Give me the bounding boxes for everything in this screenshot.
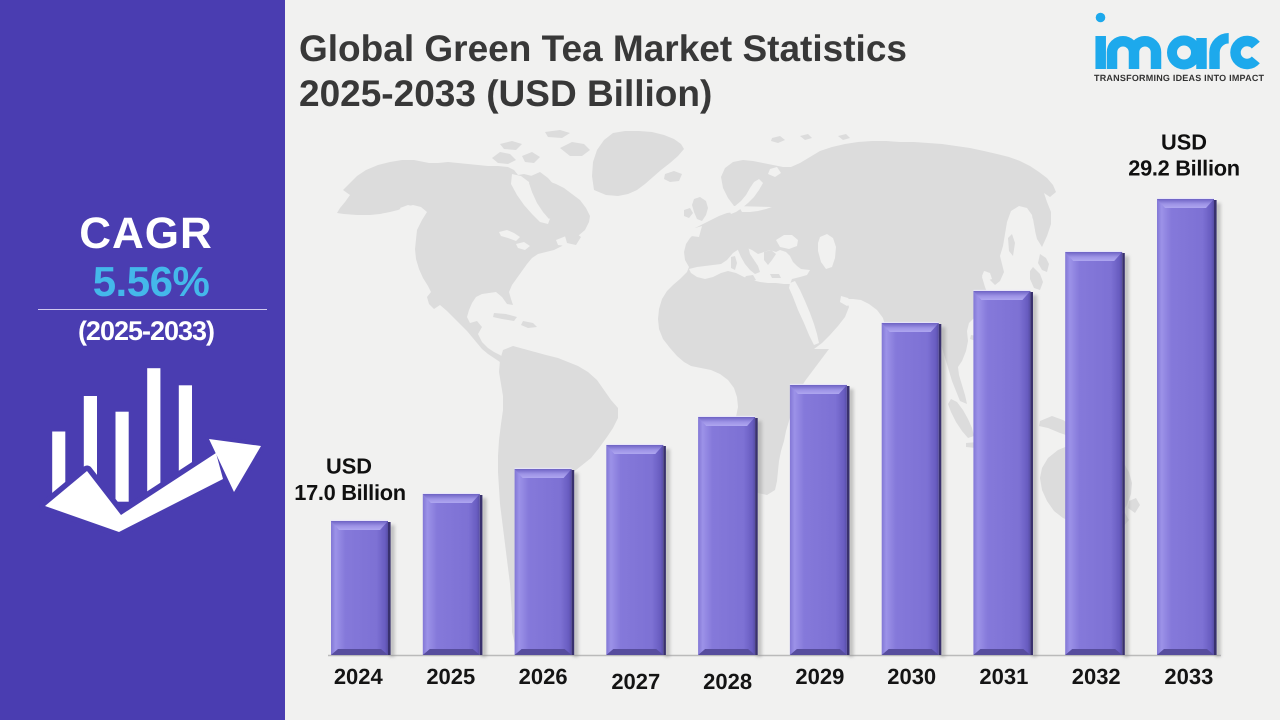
- svg-text:2030: 2030: [887, 664, 936, 689]
- svg-text:2031: 2031: [979, 664, 1028, 689]
- svg-text:USD: USD: [326, 454, 372, 479]
- svg-text:2032: 2032: [1072, 664, 1121, 689]
- svg-text:2028: 2028: [703, 669, 752, 694]
- svg-text:TRANSFORMING IDEAS INTO IMPACT: TRANSFORMING IDEAS INTO IMPACT: [1094, 73, 1265, 83]
- svg-text:2024: 2024: [334, 664, 384, 689]
- svg-text:USD: USD: [1161, 130, 1207, 155]
- svg-text:2033: 2033: [1164, 664, 1213, 689]
- svg-text:17.0 Billion: 17.0 Billion: [294, 480, 405, 505]
- svg-text:29.2 Billion: 29.2 Billion: [1128, 156, 1239, 181]
- svg-text:2026: 2026: [519, 664, 568, 689]
- svg-text:2027: 2027: [611, 669, 660, 694]
- svg-text:2025: 2025: [426, 664, 475, 689]
- svg-text:2029: 2029: [795, 664, 844, 689]
